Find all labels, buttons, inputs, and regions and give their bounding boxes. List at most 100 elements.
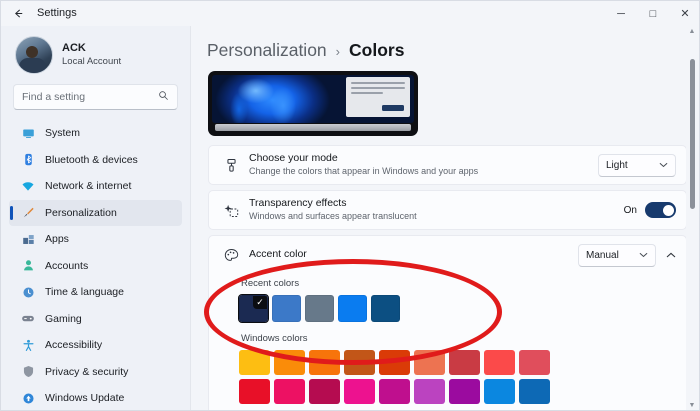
windows-color-swatch[interactable] (239, 379, 270, 404)
window-title: Settings (37, 7, 77, 19)
transparency-icon (221, 203, 241, 218)
sidebar-item-gaming[interactable]: Gaming (9, 306, 182, 333)
preview-device-base (215, 124, 411, 131)
windows-color-swatch[interactable] (274, 350, 305, 375)
title-bar: Settings ─ □ ✕ (1, 1, 699, 26)
windows-color-swatch[interactable] (414, 350, 445, 375)
chevron-down-icon (639, 251, 648, 260)
preview-line (351, 87, 405, 89)
recent-color-swatch[interactable] (272, 295, 301, 322)
scrollbar-track[interactable] (686, 37, 698, 401)
check-icon: ✓ (253, 296, 267, 309)
chevron-down-icon (659, 161, 668, 170)
close-button[interactable]: ✕ (680, 8, 690, 20)
brush-icon (21, 206, 35, 220)
windows-color-swatch[interactable] (309, 379, 340, 404)
preview-line (351, 92, 384, 94)
accent-expanded-body: Recent colors ✓ Windows colors (209, 274, 686, 410)
sidebar-item-bluetooth-devices[interactable]: Bluetooth & devices (9, 147, 182, 174)
sidebar-item-label: Time & language (45, 286, 124, 299)
windows-colors-row (239, 379, 674, 404)
vertical-scrollbar[interactable]: ▲ ▼ (686, 27, 698, 410)
account-tile[interactable]: ACK Local Account (7, 26, 184, 80)
windows-color-swatch[interactable] (519, 350, 550, 375)
sidebar-item-label: Gaming (45, 312, 82, 325)
bluetooth-icon (21, 153, 35, 167)
accent-dropdown-value: Manual (586, 249, 619, 261)
sidebar-item-label: Bluetooth & devices (45, 153, 138, 166)
accent-header[interactable]: Accent color Manual (209, 236, 686, 274)
toggle-knob (662, 204, 674, 216)
apps-icon (21, 232, 35, 246)
account-type: Local Account (62, 55, 122, 67)
scroll-up-arrow-icon[interactable]: ▲ (688, 28, 696, 35)
windows-color-swatch[interactable] (519, 379, 550, 404)
setting-title: Accent color (249, 248, 307, 261)
sidebar-nav: System Bluetooth & devices Network & int… (7, 120, 184, 410)
search-input[interactable] (22, 91, 162, 103)
sidebar-item-accounts[interactable]: Accounts (9, 253, 182, 280)
collapse-chevron-up-icon[interactable] (666, 250, 676, 261)
preview-line (351, 82, 405, 84)
content-pane: Personalization › Colors (191, 26, 699, 410)
sidebar-item-time-language[interactable]: Time & language (9, 279, 182, 306)
page-title: Colors (349, 40, 405, 60)
windows-color-swatch[interactable] (414, 379, 445, 404)
windows-color-swatch[interactable] (274, 379, 305, 404)
sidebar-item-label: Windows Update (45, 392, 125, 405)
scroll-down-arrow-icon[interactable]: ▼ (688, 402, 696, 409)
transparency-toggle-group[interactable]: On (624, 202, 676, 218)
windows-color-swatch[interactable] (379, 379, 410, 404)
sidebar-item-personalization[interactable]: Personalization (9, 199, 182, 226)
recent-color-swatch[interactable] (305, 295, 334, 322)
windows-color-swatch[interactable] (449, 379, 480, 404)
sidebar-item-apps[interactable]: Apps (9, 226, 182, 253)
setting-row-transparency[interactable]: Transparency effects Windows and surface… (208, 190, 687, 230)
shield-icon (21, 365, 35, 379)
windows-color-swatch[interactable] (344, 350, 375, 375)
preview-wallpaper (212, 75, 414, 123)
maximize-button[interactable]: □ (649, 7, 657, 20)
sidebar-item-network-internet[interactable]: Network & internet (9, 173, 182, 200)
mode-dropdown[interactable]: Light (598, 153, 676, 177)
desktop-preview-image (208, 71, 418, 136)
minimize-button[interactable]: ─ (617, 7, 625, 20)
brush-mode-icon (221, 158, 241, 173)
scrollbar-thumb[interactable] (690, 59, 695, 209)
recent-color-swatch[interactable]: ✓ (238, 294, 269, 323)
sidebar-item-privacy-security[interactable]: Privacy & security (9, 359, 182, 386)
windows-color-swatch[interactable] (449, 350, 480, 375)
windows-color-swatch[interactable] (344, 379, 375, 404)
transparency-toggle[interactable] (645, 202, 676, 218)
sidebar-item-label: Privacy & security (45, 365, 129, 378)
recent-color-swatch[interactable] (338, 295, 367, 322)
windows-color-swatch[interactable] (484, 379, 515, 404)
sidebar-item-label: System (45, 127, 81, 140)
setting-row-choose-mode[interactable]: Choose your mode Change the colors that … (208, 145, 687, 185)
breadcrumb: Personalization › Colors (205, 26, 687, 71)
sidebar-item-system[interactable]: System (9, 120, 182, 147)
windows-color-swatch[interactable] (239, 350, 270, 375)
back-button[interactable] (1, 1, 35, 26)
display-icon (21, 126, 35, 140)
windows-color-swatch[interactable] (484, 350, 515, 375)
windows-color-swatch[interactable] (309, 350, 340, 375)
update-icon (21, 391, 35, 405)
window-controls: ─ □ ✕ (605, 1, 699, 26)
sidebar-item-accessibility[interactable]: Accessibility (9, 332, 182, 359)
setting-subtitle: Change the colors that appear in Windows… (249, 165, 479, 176)
search-box[interactable] (13, 84, 178, 110)
sidebar-item-label: Personalization (45, 206, 117, 219)
recent-color-swatch[interactable] (371, 295, 400, 322)
wifi-icon (21, 179, 35, 193)
breadcrumb-parent[interactable]: Personalization (207, 40, 327, 60)
sidebar-item-label: Apps (45, 233, 69, 246)
windows-color-swatch[interactable] (379, 350, 410, 375)
setting-title: Transparency effects (249, 197, 347, 210)
accent-mode-dropdown[interactable]: Manual (578, 243, 656, 267)
setting-row-accent-color: Accent color Manual Recent colors ✓ (208, 235, 687, 410)
account-name: ACK (62, 42, 86, 55)
wallpaper-swirl (218, 77, 323, 123)
sidebar-item-windows-update[interactable]: Windows Update (9, 385, 182, 410)
preview-accent-button (382, 105, 404, 111)
